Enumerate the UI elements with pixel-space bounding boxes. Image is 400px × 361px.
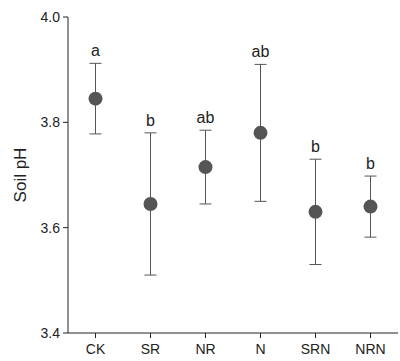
y-tick: [63, 17, 68, 18]
y-tick-label: 3.6: [41, 220, 61, 236]
error-cap: [200, 203, 212, 204]
error-cap: [90, 133, 102, 134]
error-cap: [255, 64, 267, 65]
x-tick-label: SRN: [301, 341, 331, 357]
error-cap: [255, 201, 267, 202]
y-tick-label: 3.4: [41, 325, 61, 341]
y-tick: [63, 122, 68, 123]
error-bar: [310, 159, 322, 264]
y-tick: [63, 333, 68, 334]
error-cap: [310, 159, 322, 160]
error-bar: [255, 64, 267, 201]
annotation: b: [366, 155, 375, 172]
y-tick: [63, 227, 68, 228]
y-axis: [68, 17, 69, 333]
error-cap: [365, 237, 377, 238]
error-cap: [90, 63, 102, 64]
x-tick-label: CK: [86, 341, 106, 357]
point: [89, 92, 103, 106]
annotation: b: [146, 112, 155, 129]
x-tick: [150, 333, 151, 338]
point: [144, 197, 158, 211]
y-tick-label: 4.0: [41, 9, 61, 25]
point: [199, 160, 213, 174]
error-cap: [200, 130, 212, 131]
y-axis-title: Soil pH: [11, 148, 30, 203]
x-tick-label: SR: [141, 341, 160, 357]
x-tick: [205, 333, 206, 338]
error-cap: [145, 275, 157, 276]
annotation: ab: [197, 109, 215, 126]
annotation: ab: [252, 43, 270, 60]
x-tick: [370, 333, 371, 338]
point: [364, 200, 378, 214]
error-cap: [365, 176, 377, 177]
marks: [89, 63, 378, 275]
annotation: b: [311, 138, 320, 155]
x-tick: [315, 333, 316, 338]
error-bar: [365, 176, 377, 237]
error-cap: [310, 264, 322, 265]
annotation: a: [91, 42, 100, 59]
error-bar: [200, 130, 212, 204]
x-tick-label: NR: [195, 341, 215, 357]
x-tick-label: NRN: [355, 341, 385, 357]
chart: 3.43.63.84.0Soil pHCKSRNRNSRNNRNabababbb: [0, 0, 400, 361]
point: [309, 205, 323, 219]
error-bar: [145, 133, 157, 275]
x-tick: [95, 333, 96, 338]
error-cap: [145, 132, 157, 133]
x-tick-label: N: [255, 341, 265, 357]
error-bar: [90, 63, 102, 134]
x-tick: [260, 333, 261, 338]
x-axis: [68, 333, 398, 334]
y-tick-label: 3.8: [41, 114, 61, 130]
point: [254, 126, 268, 140]
